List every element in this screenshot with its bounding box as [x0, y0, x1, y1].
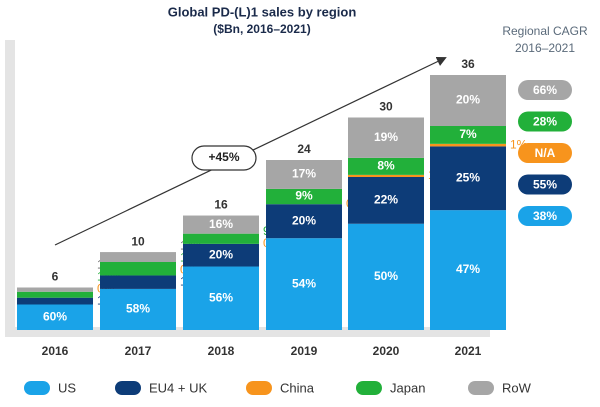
data-label: 20% — [456, 93, 480, 107]
data-label: 50% — [374, 269, 398, 283]
data-label: 25% — [456, 170, 480, 184]
bar-segment — [348, 157, 424, 175]
bar-segment — [183, 243, 259, 267]
data-label: 60% — [43, 309, 67, 323]
bar-segment — [100, 262, 176, 276]
x-tick-label: 2017 — [125, 344, 152, 358]
legend-swatch — [468, 381, 494, 395]
bar-segment — [348, 117, 424, 158]
data-label: 58% — [126, 302, 150, 316]
bar-segment — [430, 126, 506, 144]
legend-swatch — [115, 381, 141, 395]
cagr-label: 28% — [533, 115, 557, 129]
legend-swatch — [24, 381, 50, 395]
legend-label: RoW — [502, 380, 532, 395]
cagr-label: 38% — [533, 209, 557, 223]
total-label: 6 — [52, 270, 59, 284]
bar-segment — [430, 210, 506, 330]
data-label: 20% — [209, 247, 233, 261]
data-label: 47% — [456, 262, 480, 276]
x-tick-label: 2016 — [42, 344, 69, 358]
bar-segment — [430, 75, 506, 126]
bar-segment — [17, 304, 93, 330]
cagr-pill — [518, 174, 572, 195]
data-label: 17% — [292, 167, 316, 181]
legend-swatch — [356, 381, 382, 395]
bar-segment — [430, 143, 506, 147]
bar-segment — [430, 146, 506, 211]
data-label: 16% — [209, 217, 233, 231]
chart-subtitle: ($Bn, 2016–2021) — [213, 22, 310, 36]
total-label: 30 — [379, 100, 393, 114]
bar-segment — [348, 223, 424, 330]
data-label: 22% — [374, 193, 398, 207]
bar-segment — [100, 252, 176, 262]
data-label: 54% — [292, 276, 316, 290]
bar-segment — [266, 188, 342, 205]
cagr-title: 2016–2021 — [515, 41, 575, 55]
cagr-pill — [518, 80, 572, 100]
annotation: +45% — [208, 150, 239, 164]
cagr-label: 66% — [533, 83, 557, 97]
bar-segment — [183, 266, 259, 330]
legend-label: Japan — [390, 380, 425, 395]
legend-label: China — [280, 380, 315, 395]
bar-segment — [348, 174, 424, 177]
bar-segment — [266, 204, 342, 239]
x-tick-label: 2021 — [455, 344, 482, 358]
total-label: 16 — [214, 198, 228, 212]
annotation-pill — [191, 145, 257, 171]
total-label: 10 — [131, 234, 145, 248]
legend-label: EU4 + UK — [149, 380, 207, 395]
total-label: 24 — [297, 142, 311, 156]
bar-segment — [266, 238, 342, 330]
bar-segment — [100, 288, 176, 330]
legend-label: US — [58, 380, 76, 395]
bar-segment — [100, 275, 176, 289]
cagr-label: N/A — [535, 146, 556, 160]
axis-frame — [5, 40, 490, 337]
bar-segment — [183, 233, 259, 244]
data-label: 9% — [295, 189, 313, 203]
bar-segment — [348, 177, 424, 224]
data-label: 19% — [374, 130, 398, 144]
bar-segment — [183, 215, 259, 234]
total-label: 36 — [461, 57, 475, 71]
bar-segment — [17, 297, 93, 305]
cagr-pill — [518, 143, 572, 163]
x-tick-label: 2018 — [208, 344, 235, 358]
cagr-title: Regional CAGR — [502, 24, 588, 38]
data-label: 20% — [292, 213, 316, 227]
bar-segment — [266, 160, 342, 189]
bar-segment — [17, 287, 93, 292]
legend-swatch — [246, 381, 272, 395]
bar-segment — [17, 291, 93, 298]
data-label: 56% — [209, 290, 233, 304]
cagr-pill — [518, 111, 572, 132]
cagr-pill — [518, 206, 572, 226]
data-label: 7% — [459, 127, 477, 141]
cagr-label: 55% — [533, 178, 557, 192]
x-tick-label: 2020 — [373, 344, 400, 358]
chart-title: Global PD-(L)1 sales by region — [168, 4, 357, 19]
x-tick-label: 2019 — [291, 344, 318, 358]
data-label: 8% — [377, 159, 395, 173]
